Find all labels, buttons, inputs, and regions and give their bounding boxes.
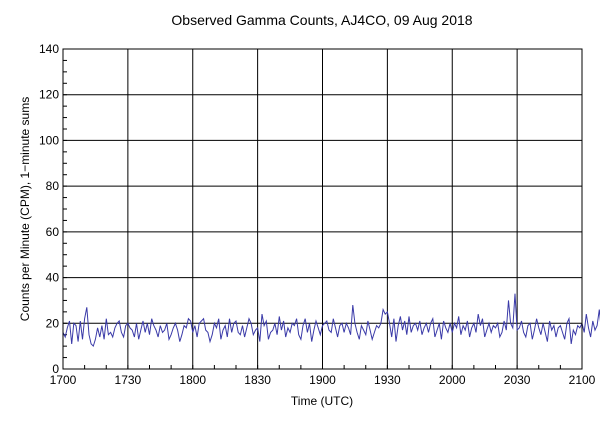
y-tick-label: 0	[52, 362, 59, 376]
x-tick-label: 1800	[179, 373, 206, 387]
x-tick-label: 1900	[309, 373, 336, 387]
x-tick-label: 1730	[115, 373, 142, 387]
series-line-cpm	[62, 293, 600, 348]
x-tick-label: 2030	[504, 373, 531, 387]
y-axis-label: Counts per Minute (CPM), 1−minute sums	[18, 97, 32, 321]
x-tick-label: 2000	[439, 373, 466, 387]
y-tick-label: 40	[46, 271, 60, 285]
y-tick-label: 20	[46, 316, 60, 330]
y-tick-label: 100	[39, 133, 59, 147]
x-tick-label: 1700	[50, 373, 77, 387]
series-layer	[62, 293, 600, 348]
x-tick-label: 1830	[244, 373, 271, 387]
x-tick-label: 2100	[569, 373, 596, 387]
x-tick-label: 1930	[374, 373, 401, 387]
ticks: 1700 1730 1800 1830 1900 1930 2000 2030 2100 0 20 4…	[39, 42, 596, 387]
chart-title: Observed Gamma Counts, AJ4CO, 09 Aug 201…	[171, 12, 472, 28]
y-tick-label: 60	[46, 225, 60, 239]
y-tick-label: 140	[39, 42, 59, 56]
x-axis-label: Time (UTC)	[291, 394, 353, 408]
y-tick-label: 80	[46, 179, 60, 193]
plot-frame	[62, 48, 583, 370]
y-tick-label: 120	[39, 88, 59, 102]
